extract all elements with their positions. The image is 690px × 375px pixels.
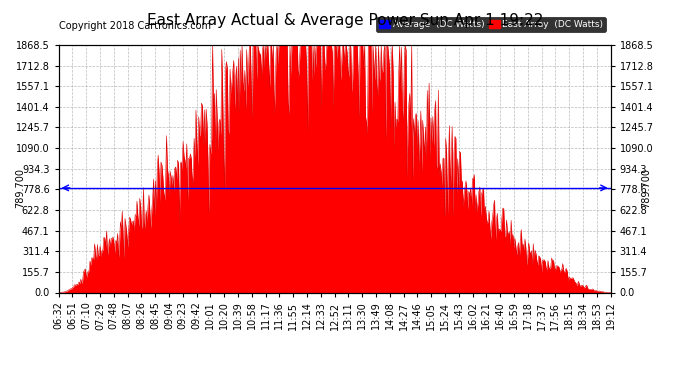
Text: Copyright 2018 Cartronics.com: Copyright 2018 Cartronics.com bbox=[59, 21, 210, 31]
Legend: Average  (DC Watts), East Array  (DC Watts): Average (DC Watts), East Array (DC Watts… bbox=[377, 17, 606, 32]
Text: 789.700: 789.700 bbox=[642, 168, 651, 208]
Text: East Array Actual & Average Power Sun Apr 1 19:22: East Array Actual & Average Power Sun Ap… bbox=[147, 13, 543, 28]
Text: 789.700: 789.700 bbox=[15, 168, 25, 208]
